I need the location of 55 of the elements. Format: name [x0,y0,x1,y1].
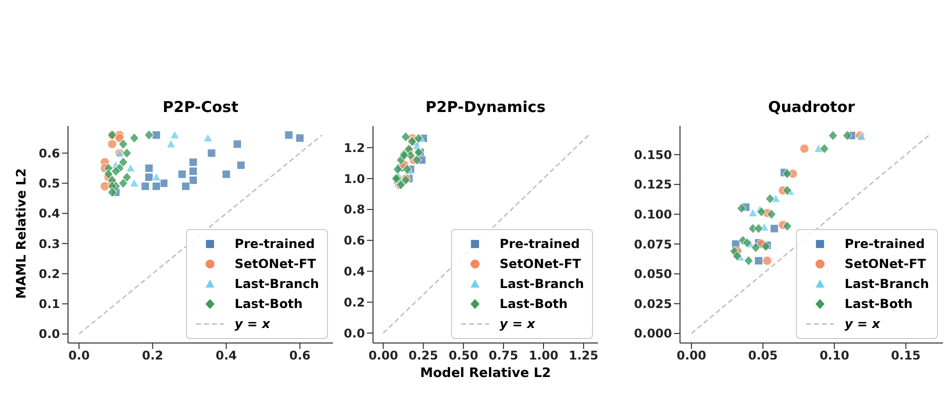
y-tick-label: 0.0 [344,326,365,340]
y-tick-label: 0.2 [344,295,365,310]
x-tick-label: 1.00 [528,348,558,363]
x-tick-label: 0.4 [216,348,237,363]
y-tick-label: 0.0 [38,327,60,342]
chart-title: P2P-Cost [162,98,240,116]
y-tick-label: 0.075 [634,237,672,252]
legend-label: Last-Branch [500,275,584,293]
legend-label: SetONet-FT [500,255,581,273]
y-tick-label: 0.000 [634,326,672,341]
x-axis-title: Model Relative L2 [419,366,552,381]
x-tick-label: 0.00 [368,348,398,363]
y-tick-label: 0.3 [38,236,60,251]
y-tick-label: 0.4 [38,206,60,221]
y-axis-title: MAML Relative L2 [14,166,30,300]
chart-title: Quadrotor [767,98,856,116]
y-tick-label: 0.125 [634,178,672,192]
legend-label: y = x [234,315,270,333]
x-tick-label: 0.75 [488,348,518,363]
legend-label: Last-Branch [234,275,319,293]
legend-label: Last-Both [500,295,568,313]
y-tick-label: 0.8 [344,202,365,217]
x-tick-label: 0.05 [748,348,778,363]
y-tick-label: 0.150 [634,148,672,162]
y-tick-label: 0.050 [634,267,672,282]
legend-label: SetONet-FT [234,255,316,273]
legend-label: Pre-trained [844,235,925,253]
legend-label: SetONet-FT [844,255,926,273]
legend-label: y = x [500,315,536,333]
chart-title: P2P-Dynamics [424,98,546,116]
y-tick-label: 0.100 [634,207,672,222]
x-tick-label: 0.00 [676,348,706,363]
y-tick-label: 0.5 [38,176,60,191]
y-tick-label: 1.0 [344,172,365,186]
legend-label: Last-Both [234,295,303,313]
legend-label: Last-Branch [844,275,929,293]
y-tick-label: 1.2 [344,140,365,155]
x-tick-label: 0.10 [820,348,850,363]
x-tick-label: 1.25 [568,348,598,363]
x-tick-label: 0.50 [448,348,478,363]
x-tick-label: 0.15 [891,348,921,363]
y-tick-label: 0.025 [634,296,672,311]
y-tick-label: 0.4 [344,264,365,279]
x-tick-label: 0.6 [289,348,311,363]
x-tick-label: 0.0 [68,348,90,363]
legend-label: Last-Both [844,295,913,313]
legend-label: y = x [844,315,880,333]
legend-label: Pre-trained [500,235,580,253]
y-tick-label: 0.6 [38,146,60,160]
legend-label: Pre-trained [234,235,315,253]
y-tick-label: 0.6 [344,234,365,248]
y-tick-label: 0.2 [38,266,60,281]
y-tick-label: 0.1 [38,297,60,312]
x-tick-label: 0.2 [142,348,164,363]
x-tick-label: 0.25 [408,348,438,363]
